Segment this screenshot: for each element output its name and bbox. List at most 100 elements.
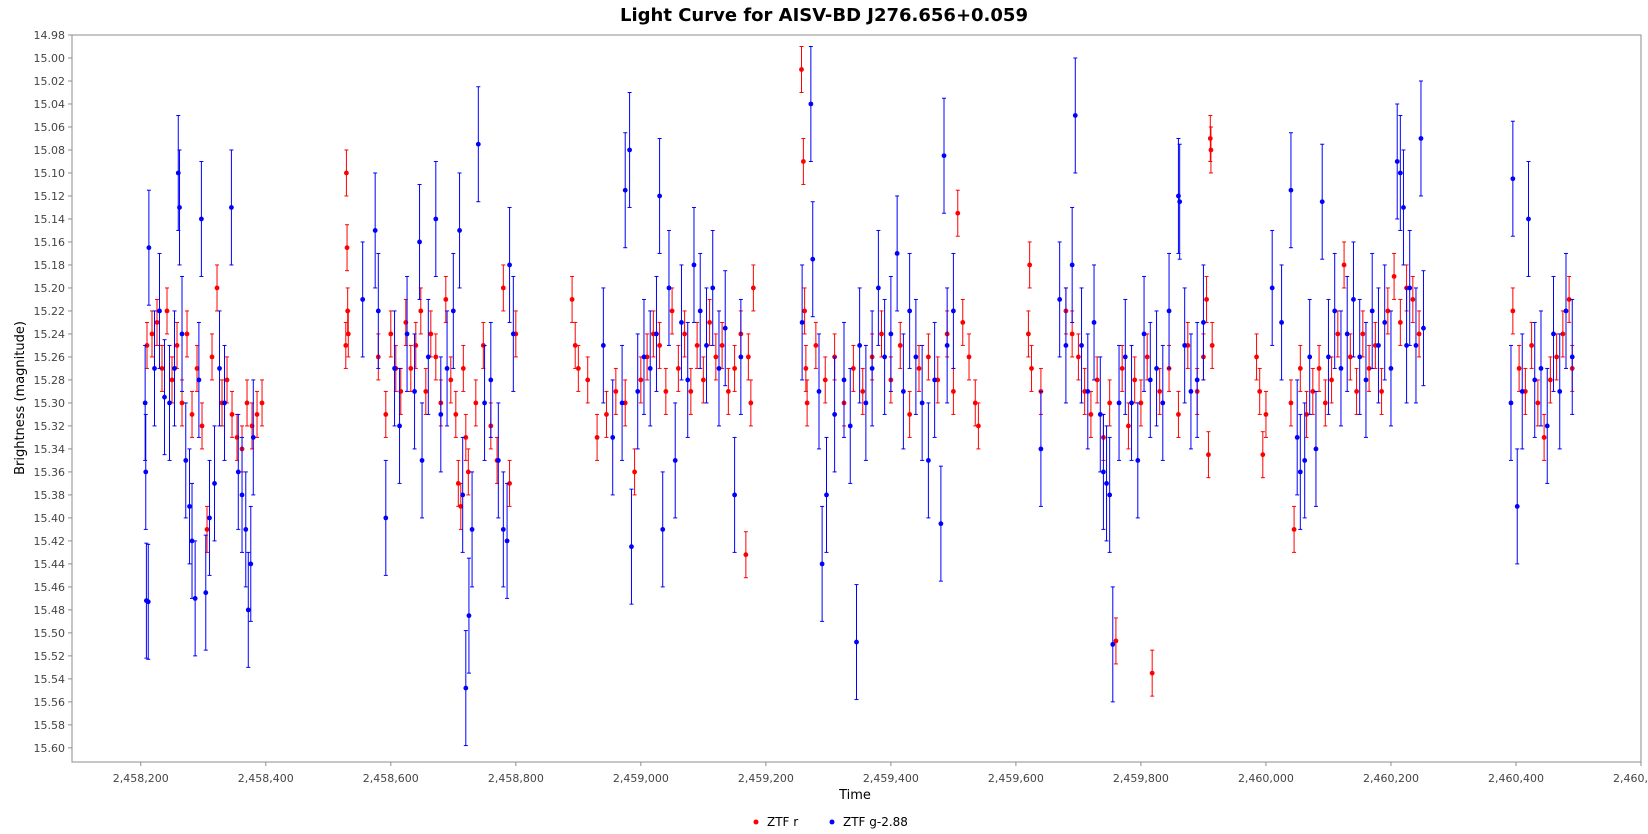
x-tick-label: 2,459,400 bbox=[863, 772, 919, 785]
data-point bbox=[157, 308, 162, 314]
data-point bbox=[1529, 343, 1535, 348]
data-point bbox=[344, 245, 350, 251]
y-tick-label: 14.98 bbox=[34, 29, 66, 42]
data-point bbox=[412, 389, 417, 394]
data-point bbox=[1113, 638, 1119, 644]
data-point bbox=[575, 366, 581, 371]
data-point bbox=[1418, 136, 1424, 141]
data-point bbox=[1101, 469, 1106, 475]
data-point bbox=[879, 331, 884, 337]
y-tick-label: 15.38 bbox=[34, 489, 66, 502]
data-point bbox=[1135, 458, 1141, 463]
data-point bbox=[1535, 400, 1541, 406]
data-point bbox=[1302, 458, 1308, 463]
data-point bbox=[1347, 354, 1353, 360]
data-point bbox=[183, 458, 189, 463]
y-tick-label: 15.34 bbox=[34, 443, 66, 456]
data-point bbox=[1297, 469, 1303, 475]
data-point bbox=[732, 366, 738, 371]
data-point bbox=[619, 400, 625, 406]
data-point bbox=[1129, 400, 1134, 406]
data-point bbox=[925, 354, 931, 360]
data-point bbox=[854, 639, 859, 645]
y-axis-label: Brightness (magnitude) bbox=[13, 321, 28, 475]
data-point bbox=[500, 527, 506, 532]
data-point bbox=[1029, 366, 1034, 371]
data-point bbox=[1147, 377, 1153, 383]
data-point bbox=[691, 262, 697, 268]
data-point bbox=[704, 343, 709, 348]
data-point bbox=[397, 423, 402, 429]
data-point bbox=[1329, 377, 1334, 383]
data-point bbox=[177, 205, 182, 210]
data-point bbox=[1322, 400, 1328, 406]
y-tick-label: 15.22 bbox=[34, 305, 66, 318]
data-point bbox=[919, 400, 925, 406]
data-point bbox=[463, 435, 469, 440]
x-tick-label: 2,460,600 bbox=[1613, 772, 1648, 785]
data-point bbox=[179, 400, 185, 406]
data-point bbox=[239, 492, 245, 498]
data-point bbox=[647, 366, 653, 371]
data-point bbox=[453, 412, 459, 417]
data-point bbox=[1508, 400, 1514, 406]
data-point bbox=[1209, 343, 1215, 348]
data-point bbox=[950, 308, 956, 314]
data-point bbox=[142, 400, 148, 406]
data-point bbox=[473, 400, 479, 406]
y-tick-label: 15.06 bbox=[34, 121, 66, 134]
data-point bbox=[635, 389, 641, 394]
data-point bbox=[907, 308, 913, 314]
data-point bbox=[162, 394, 167, 400]
data-point bbox=[1382, 320, 1388, 325]
data-point bbox=[1363, 377, 1369, 383]
y-tick-label: 15.14 bbox=[34, 213, 66, 226]
data-point bbox=[629, 544, 634, 550]
data-point bbox=[816, 389, 822, 394]
data-point bbox=[894, 251, 900, 256]
data-point bbox=[1094, 377, 1100, 383]
y-tick-label: 15.04 bbox=[34, 98, 66, 111]
data-point bbox=[1560, 331, 1566, 337]
data-point bbox=[688, 389, 694, 394]
x-tick-label: 2,459,600 bbox=[988, 772, 1044, 785]
data-point bbox=[600, 343, 606, 348]
data-point bbox=[460, 492, 466, 498]
data-point bbox=[164, 308, 170, 314]
data-point bbox=[1569, 354, 1575, 360]
data-point bbox=[1541, 435, 1547, 440]
data-point bbox=[189, 538, 195, 544]
data-point bbox=[1091, 320, 1097, 325]
data-point bbox=[254, 412, 260, 417]
data-point bbox=[159, 366, 165, 371]
legend-label-ztf-r: ZTF r bbox=[767, 815, 798, 829]
y-tick-label: 15.48 bbox=[34, 604, 66, 617]
data-point bbox=[716, 366, 722, 371]
data-point bbox=[450, 308, 456, 314]
data-point bbox=[1057, 297, 1063, 302]
data-point bbox=[819, 561, 825, 567]
data-point bbox=[469, 527, 475, 532]
data-point bbox=[613, 389, 619, 394]
data-point bbox=[1279, 320, 1284, 325]
data-point bbox=[925, 458, 931, 463]
y-tick-label: 15.32 bbox=[34, 420, 66, 433]
data-point bbox=[1360, 331, 1366, 337]
data-point bbox=[641, 354, 647, 360]
legend-label-ztf-g: ZTF g-2.88 bbox=[843, 815, 908, 829]
data-point bbox=[212, 481, 217, 486]
data-point bbox=[622, 187, 628, 193]
data-point bbox=[495, 458, 501, 463]
data-point bbox=[143, 469, 149, 475]
data-point bbox=[1177, 199, 1183, 205]
data-point bbox=[1519, 389, 1525, 394]
data-point bbox=[146, 245, 152, 251]
data-point bbox=[207, 515, 212, 521]
x-tick-label: 2,460,400 bbox=[1488, 772, 1544, 785]
data-point bbox=[1307, 354, 1313, 360]
x-tick-label: 2,458,800 bbox=[488, 772, 544, 785]
data-point bbox=[1141, 331, 1147, 337]
data-point bbox=[1391, 274, 1397, 279]
y-tick-label: 15.24 bbox=[34, 328, 66, 341]
data-point bbox=[1157, 389, 1163, 394]
